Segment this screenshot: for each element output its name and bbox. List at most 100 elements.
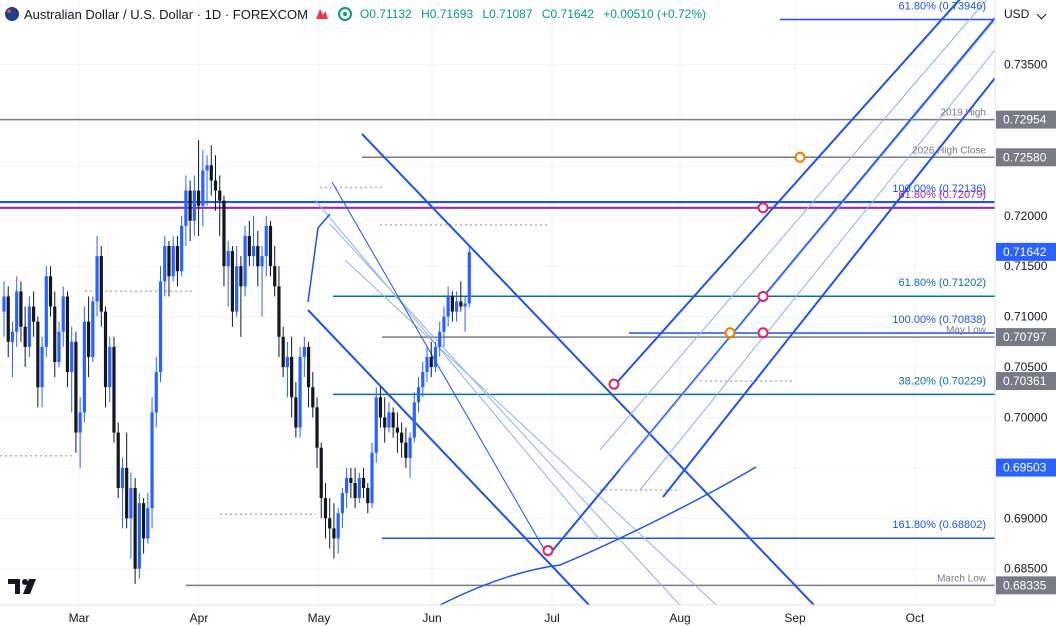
candle: [311, 372, 315, 418]
candle-body: [446, 296, 450, 317]
level-label: March Low: [937, 573, 987, 584]
candle: [463, 296, 467, 332]
candle: [366, 482, 370, 514]
candle-body: [319, 447, 323, 499]
candle-body: [395, 427, 399, 433]
price-tag-label: 0.68335: [1003, 578, 1047, 592]
candle: [416, 377, 421, 413]
candle-body: [87, 321, 91, 357]
candle: [450, 291, 454, 322]
pitchfork-line: [611, 0, 961, 389]
candle: [370, 442, 374, 509]
candle-body: [455, 301, 459, 312]
visibility-icon[interactable]: [337, 7, 352, 21]
candle-body: [260, 256, 264, 267]
candle: [230, 246, 235, 327]
candle-body: [463, 303, 467, 307]
candle-body: [366, 488, 370, 504]
candle-body: [23, 326, 27, 347]
candle: [467, 247, 471, 308]
price-tag: [996, 328, 1056, 347]
pivot-line: [307, 213, 331, 303]
close-value: C0.71642: [541, 7, 594, 21]
time-tick-label: Aug: [669, 611, 690, 625]
candle: [328, 498, 332, 549]
candle-body: [459, 301, 463, 307]
candle: [125, 432, 129, 529]
candle: [446, 286, 450, 327]
marker-circle: [608, 378, 620, 390]
marker-circle: [757, 202, 769, 214]
candle: [243, 225, 247, 297]
candle-body: [429, 356, 433, 368]
candle-body: [290, 356, 294, 398]
candle-body: [404, 442, 408, 458]
candle: [188, 180, 192, 241]
candle-body: [44, 276, 48, 347]
candle: [285, 341, 290, 398]
candle: [99, 246, 103, 327]
candle-body: [133, 488, 137, 569]
candle: [150, 397, 154, 529]
level-label: 38.20% (0.70229): [899, 375, 986, 387]
time-tick-label: Apr: [190, 611, 209, 625]
candle: [298, 346, 302, 438]
candle-body: [332, 528, 336, 539]
candle: [395, 412, 399, 453]
candle: [40, 336, 44, 408]
candle: [44, 266, 48, 357]
currency-label: USD: [1004, 7, 1030, 21]
time-tick-label: Mar: [69, 611, 90, 625]
candle-body: [95, 256, 99, 302]
price-tag: [996, 110, 1056, 129]
candle-body: [6, 296, 10, 342]
candle-body: [370, 452, 374, 504]
candle-body: [306, 346, 311, 388]
candle-body: [163, 246, 167, 282]
candle-body: [315, 407, 319, 448]
candle: [48, 266, 53, 317]
candle-body: [19, 291, 23, 327]
candle-body: [120, 467, 125, 489]
candle-body: [196, 190, 201, 206]
pitchfork-line: [619, 19, 995, 471]
price-tag: [996, 242, 1056, 261]
candle: [120, 457, 125, 529]
candle-body: [222, 200, 226, 267]
candle: [103, 306, 108, 408]
candle-body: [340, 493, 344, 514]
candle-body: [201, 170, 205, 206]
level-lines: [0, 18, 995, 587]
dotted-guides: [0, 186, 795, 515]
candle-body: [32, 306, 36, 322]
price-tick-label: 0.71000: [1004, 310, 1048, 324]
pitchfork-line: [599, 0, 988, 451]
candle: [196, 140, 201, 236]
candle-body: [408, 437, 412, 458]
pitchfork-line: [361, 133, 816, 605]
symbol-title[interactable]: Australian Dollar / U.S. Dollar · 1D · F…: [24, 6, 308, 22]
pitchfork-line: [662, 77, 995, 498]
pitchfork-line: [344, 259, 718, 605]
candle: [184, 175, 188, 247]
candle: [251, 215, 256, 267]
candle-body: [281, 336, 285, 368]
candle: [260, 246, 264, 317]
level-label: 100.00% (0.70838): [892, 314, 986, 326]
candle: [323, 482, 328, 539]
logo-icon[interactable]: [315, 9, 328, 19]
pitchforks: [307, 0, 995, 605]
candle-body: [298, 356, 302, 428]
level-label: 61.80% (0.73946): [899, 1, 986, 13]
candle-body: [450, 296, 454, 312]
candle-body: [184, 190, 188, 226]
currency-selector[interactable]: USD: [996, 0, 1056, 28]
candle: [6, 286, 10, 357]
low-value: L0.71087: [482, 7, 533, 21]
candle: [180, 215, 184, 277]
candle: [53, 291, 57, 378]
candle: [82, 306, 86, 423]
